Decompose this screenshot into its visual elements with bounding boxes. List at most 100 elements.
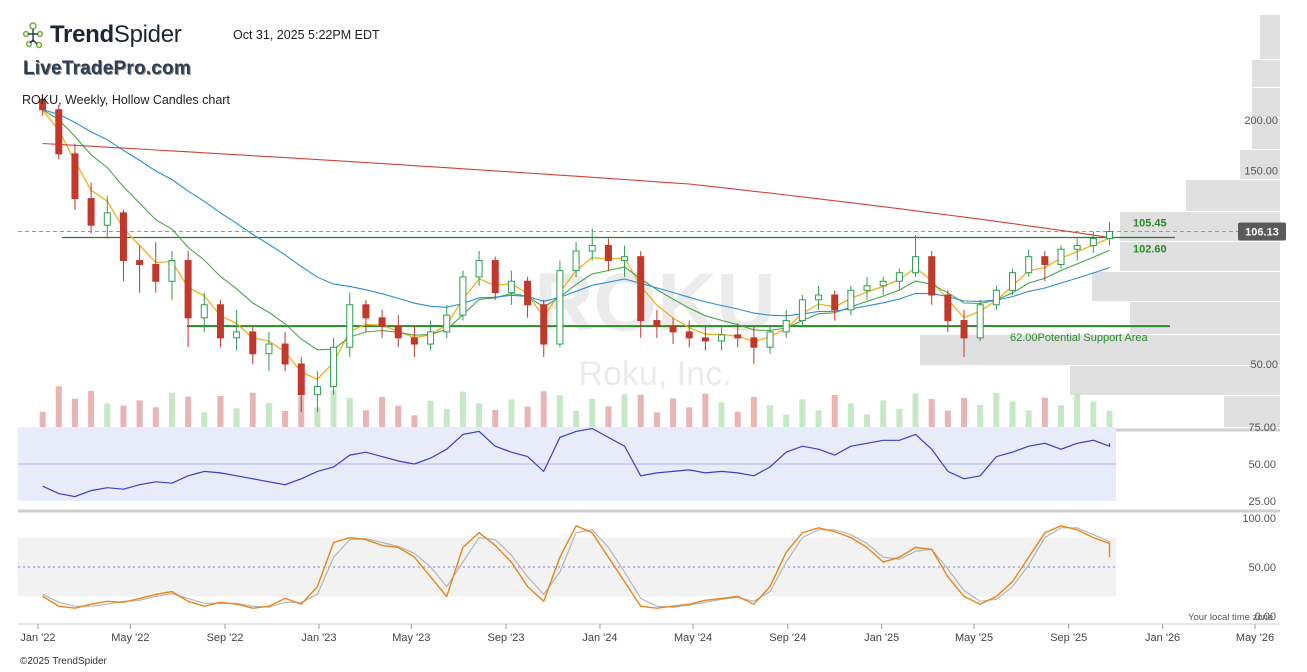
candle-body [1025, 256, 1033, 274]
volume-bar [217, 396, 224, 428]
candle-body [718, 334, 726, 342]
volume-bar [1074, 393, 1081, 428]
volume-bar [395, 405, 402, 428]
copyright: ©2025 TrendSpider [20, 656, 107, 667]
time-tick-label: Sep '22 [207, 632, 244, 644]
candle-body [87, 198, 95, 226]
candle-body [443, 314, 451, 333]
candle-body [976, 304, 984, 339]
stoch-tick-label: 0.00 [1255, 611, 1276, 623]
last-price-label: 106.13 [1245, 227, 1279, 239]
rsi-pane: 75.00 50.00 25.00 [18, 422, 1276, 508]
volume-profile-bar [1186, 180, 1280, 211]
volume-bar [912, 393, 919, 428]
volume-bar [928, 399, 935, 428]
volume-bar [508, 399, 515, 428]
volume-bar [783, 414, 790, 428]
time-tick-label: May '26 [1236, 632, 1274, 644]
candle-body [524, 280, 532, 306]
volume-profile-bar [1252, 60, 1280, 87]
candle-body [669, 325, 677, 333]
time-tick-label: May '22 [111, 632, 149, 644]
time-tick-label: Jan '22 [20, 632, 55, 644]
candle-body [330, 346, 338, 387]
level-label-support: 62.00Potential Support Area [1010, 332, 1148, 344]
volume-bar [993, 393, 1000, 428]
time-tick-label: Sep '24 [769, 632, 806, 644]
candle-body [39, 98, 47, 111]
volume-bar [589, 399, 596, 428]
volume-bar [556, 395, 563, 428]
volume-bar [1041, 397, 1048, 428]
candle-body [879, 280, 887, 287]
time-tick-label: Sep '23 [488, 632, 525, 644]
volume-bar [282, 411, 289, 428]
price-tick-label: 150.00 [1244, 166, 1278, 178]
candle-body [588, 245, 596, 252]
volume-bar [88, 391, 95, 428]
candle-body [604, 245, 612, 262]
volume-bar [39, 411, 46, 428]
price-tick-label: 50.00 [1250, 359, 1278, 371]
volume-bar [459, 391, 466, 428]
volume-bar [476, 403, 483, 428]
candle-body [766, 331, 774, 348]
volume-bar [702, 393, 709, 428]
stoch-k-line [42, 524, 1111, 609]
candle-body [928, 256, 936, 296]
candle-body [653, 320, 661, 327]
volume-bar [411, 415, 418, 428]
time-tick-label: May '25 [955, 632, 993, 644]
volume-bar [120, 405, 127, 428]
time-tick-label: Jan '24 [582, 632, 617, 644]
volume-bar [265, 403, 272, 428]
candle-body [265, 343, 273, 355]
volume-bar [201, 412, 208, 428]
volume-bar [637, 394, 644, 428]
spider-logo-icon [22, 22, 44, 49]
candle-body [782, 320, 790, 333]
volume-bar [734, 411, 741, 428]
volume-profile-bar [1224, 396, 1280, 427]
stoch-tick-label: 100.00 [1242, 513, 1276, 525]
candle-body [491, 260, 499, 294]
volume-bar [346, 398, 353, 428]
volume-bar [686, 407, 693, 428]
candle-body [119, 212, 127, 262]
rsi-line [42, 427, 1111, 498]
candle-body [249, 331, 257, 355]
candle-body [1057, 248, 1065, 265]
time-tick-label: Jan '23 [301, 632, 336, 644]
volume-bar [718, 402, 725, 428]
rsi-tick-label: 50.00 [1248, 459, 1276, 471]
volume-bar [573, 410, 580, 428]
last-price-tag [1238, 222, 1286, 241]
candle-body [281, 343, 289, 365]
candle-body [831, 294, 839, 311]
volume-bar [1009, 401, 1016, 428]
volume-bar [233, 408, 240, 428]
level-label-102: 102.60 [1133, 243, 1167, 255]
candle-body [734, 334, 742, 339]
rsi-tick-label: 75.00 [1248, 422, 1276, 434]
volume-bar [379, 397, 386, 428]
rsi-tick-label: 25.00 [1248, 496, 1276, 508]
candle-body [1106, 231, 1114, 240]
volume-bar [443, 409, 450, 428]
time-tick-label: Sep '25 [1050, 632, 1087, 644]
candle-body [637, 256, 645, 322]
candle-body [459, 276, 467, 316]
volume-bar [944, 410, 951, 428]
volume-bar [750, 397, 757, 428]
candle-body [346, 304, 354, 348]
stoch-tick-label: 50.00 [1248, 562, 1276, 574]
stochastic-pane: 100.00 50.00 0.00 [18, 513, 1276, 623]
candle-body [200, 304, 208, 319]
candle-body [944, 294, 952, 322]
volume-bar [1058, 405, 1065, 428]
time-tick-label: Jan '25 [864, 632, 899, 644]
brand-name-light: Spider [113, 21, 182, 48]
volume-profile-bar [1252, 88, 1280, 117]
volume-bar [831, 395, 838, 428]
